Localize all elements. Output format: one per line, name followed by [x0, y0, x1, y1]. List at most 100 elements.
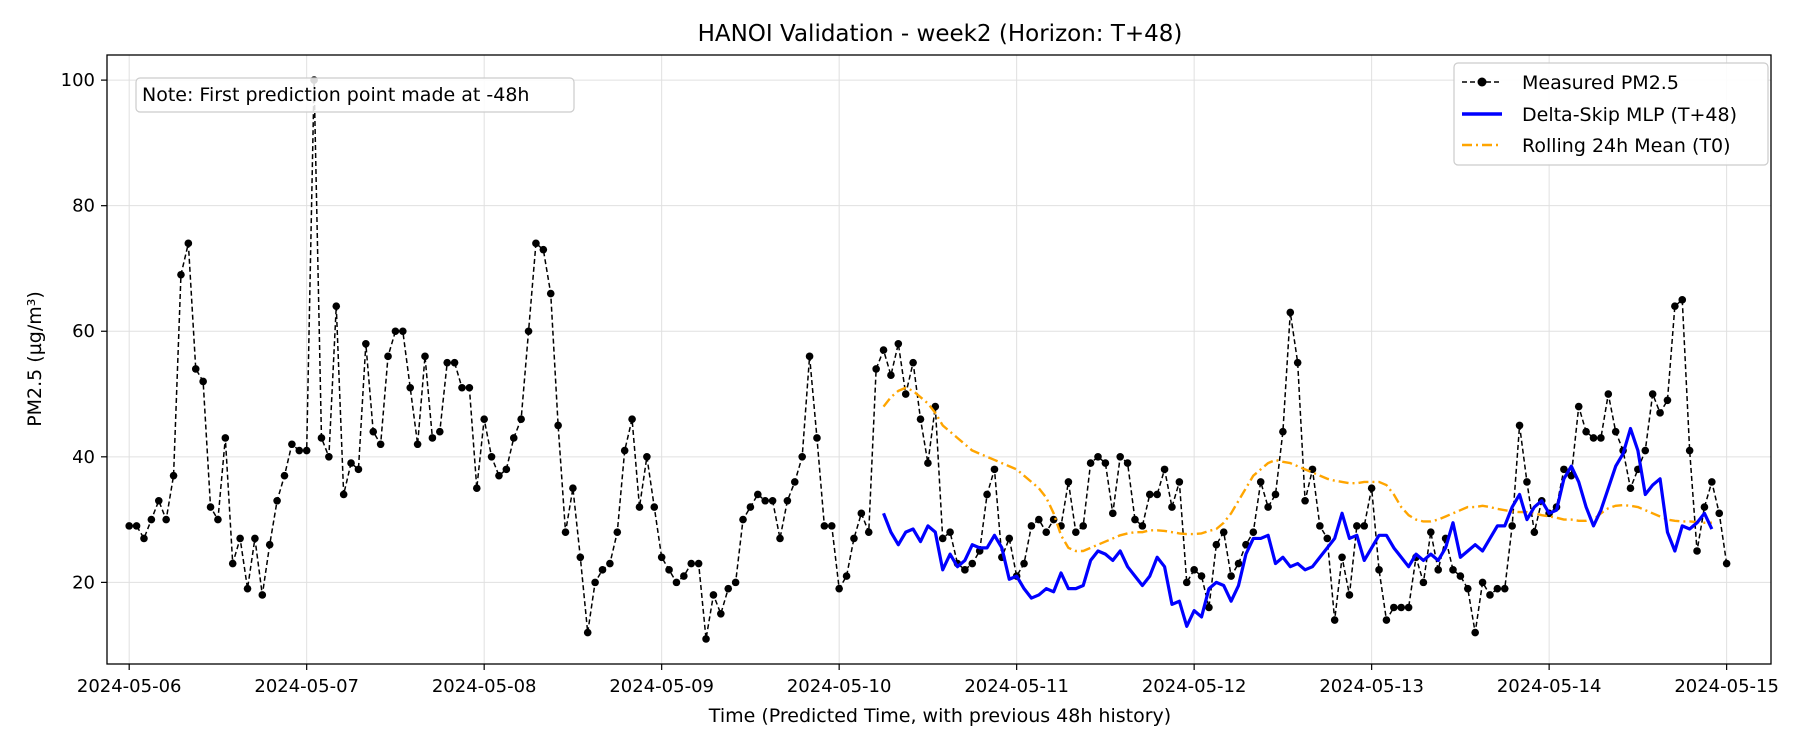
data-point-measured	[1574, 402, 1583, 411]
data-point-measured	[1715, 509, 1724, 518]
legend: Measured PM2.5 Delta-Skip MLP (T+48) Rol…	[1453, 62, 1769, 166]
data-point-measured	[1005, 534, 1014, 543]
data-point-measured	[768, 496, 777, 505]
y-tick-label: 20	[72, 572, 95, 593]
data-point-measured	[184, 239, 193, 248]
series-rolling	[882, 386, 1712, 553]
data-point-measured	[1486, 591, 1494, 599]
data-point-measured	[546, 289, 555, 298]
data-point-measured	[961, 566, 969, 574]
data-point-measured	[1308, 465, 1317, 474]
data-point-measured	[717, 609, 725, 618]
data-point-measured	[1345, 591, 1354, 599]
data-point-measured	[1271, 490, 1280, 499]
x-tick-label: 2024-05-11	[964, 676, 1069, 697]
data-point-measured	[458, 383, 466, 392]
data-point-measured	[805, 352, 814, 361]
data-point-measured	[1419, 578, 1428, 587]
data-point-measured	[1685, 446, 1694, 455]
data-point-measured	[931, 402, 940, 411]
legend-label-model: Delta-Skip MLP (T+48)	[1522, 104, 1737, 126]
data-point-measured	[754, 490, 762, 499]
data-point-measured	[1656, 409, 1664, 417]
data-point-measured	[1316, 522, 1324, 530]
data-point-measured	[1123, 459, 1132, 467]
data-point-measured	[1264, 503, 1272, 511]
data-point-measured	[487, 453, 496, 461]
data-point-measured	[761, 496, 769, 505]
data-point-measured	[591, 578, 599, 587]
data-point-measured	[1190, 566, 1198, 574]
data-point-measured	[776, 534, 784, 543]
data-point-measured	[1530, 528, 1539, 536]
y-tick-label: 40	[72, 447, 95, 468]
data-point-measured	[280, 471, 289, 480]
data-point-measured	[864, 528, 873, 536]
data-point-measured	[916, 415, 925, 423]
data-point-measured	[1427, 528, 1435, 536]
data-point-measured	[436, 427, 444, 436]
data-point-measured	[657, 553, 666, 562]
data-point-measured	[1390, 603, 1398, 612]
data-point-measured	[376, 440, 385, 449]
data-point-measured	[1515, 421, 1524, 430]
data-point-measured	[820, 522, 829, 530]
data-point-measured	[983, 490, 991, 499]
y-tick-label: 80	[72, 196, 95, 217]
data-point-measured	[421, 352, 429, 361]
data-point-measured	[650, 503, 659, 511]
data-point-measured	[1671, 302, 1679, 310]
data-point-measured	[162, 515, 170, 524]
data-point-measured	[428, 434, 437, 442]
data-point-measured	[583, 628, 592, 637]
data-point-measured	[517, 415, 525, 423]
data-point-measured	[251, 534, 259, 543]
data-point-measured	[1027, 522, 1036, 530]
data-point-measured	[132, 522, 141, 530]
data-point-measured	[1064, 478, 1073, 486]
data-point-measured	[325, 453, 333, 461]
x-axis-label: Time (Predicted Time, with previous 48h …	[708, 705, 1171, 727]
data-point-measured	[909, 358, 917, 367]
legend-item-measured: Measured PM2.5	[1462, 72, 1679, 94]
data-point-measured	[1338, 553, 1346, 562]
data-point-measured	[643, 453, 651, 461]
data-point-measured	[724, 584, 733, 593]
data-point-measured	[502, 465, 511, 474]
data-point-measured	[628, 415, 636, 423]
data-point-measured	[665, 566, 673, 574]
data-point-measured	[339, 490, 348, 499]
data-point-measured	[347, 459, 355, 467]
data-point-measured	[1101, 459, 1110, 467]
data-point-measured	[258, 591, 267, 599]
plot-frame	[106, 54, 1772, 665]
data-point-measured	[1700, 503, 1709, 511]
data-point-measured	[539, 245, 548, 254]
data-point-measured	[362, 340, 370, 348]
data-point-measured	[872, 365, 880, 373]
data-point-measured	[1212, 540, 1221, 549]
data-point-measured	[613, 528, 622, 536]
data-point-measured	[147, 515, 156, 524]
data-point-measured	[739, 515, 747, 524]
data-point-measured	[1353, 522, 1361, 530]
data-point-measured	[1020, 559, 1028, 568]
x-tick-label: 2024-05-13	[1319, 676, 1424, 697]
data-point-measured	[1249, 528, 1258, 536]
x-tick-label: 2024-05-15	[1674, 676, 1779, 697]
data-point-measured	[177, 270, 185, 279]
data-point-measured	[680, 572, 688, 580]
data-point-measured	[1604, 390, 1613, 398]
data-point-measured	[1648, 390, 1657, 398]
x-tick-label: 2024-05-09	[609, 676, 714, 697]
data-point-measured	[879, 346, 888, 354]
data-point-measured	[1449, 566, 1457, 574]
data-point-measured	[1049, 515, 1058, 524]
data-point-measured	[1560, 465, 1568, 474]
data-point-measured	[1256, 478, 1265, 486]
data-point-measured	[798, 453, 806, 461]
data-point-measured	[1153, 490, 1161, 499]
data-point-measured	[206, 503, 215, 511]
legend-item-rolling: Rolling 24h Mean (T0)	[1462, 135, 1731, 157]
